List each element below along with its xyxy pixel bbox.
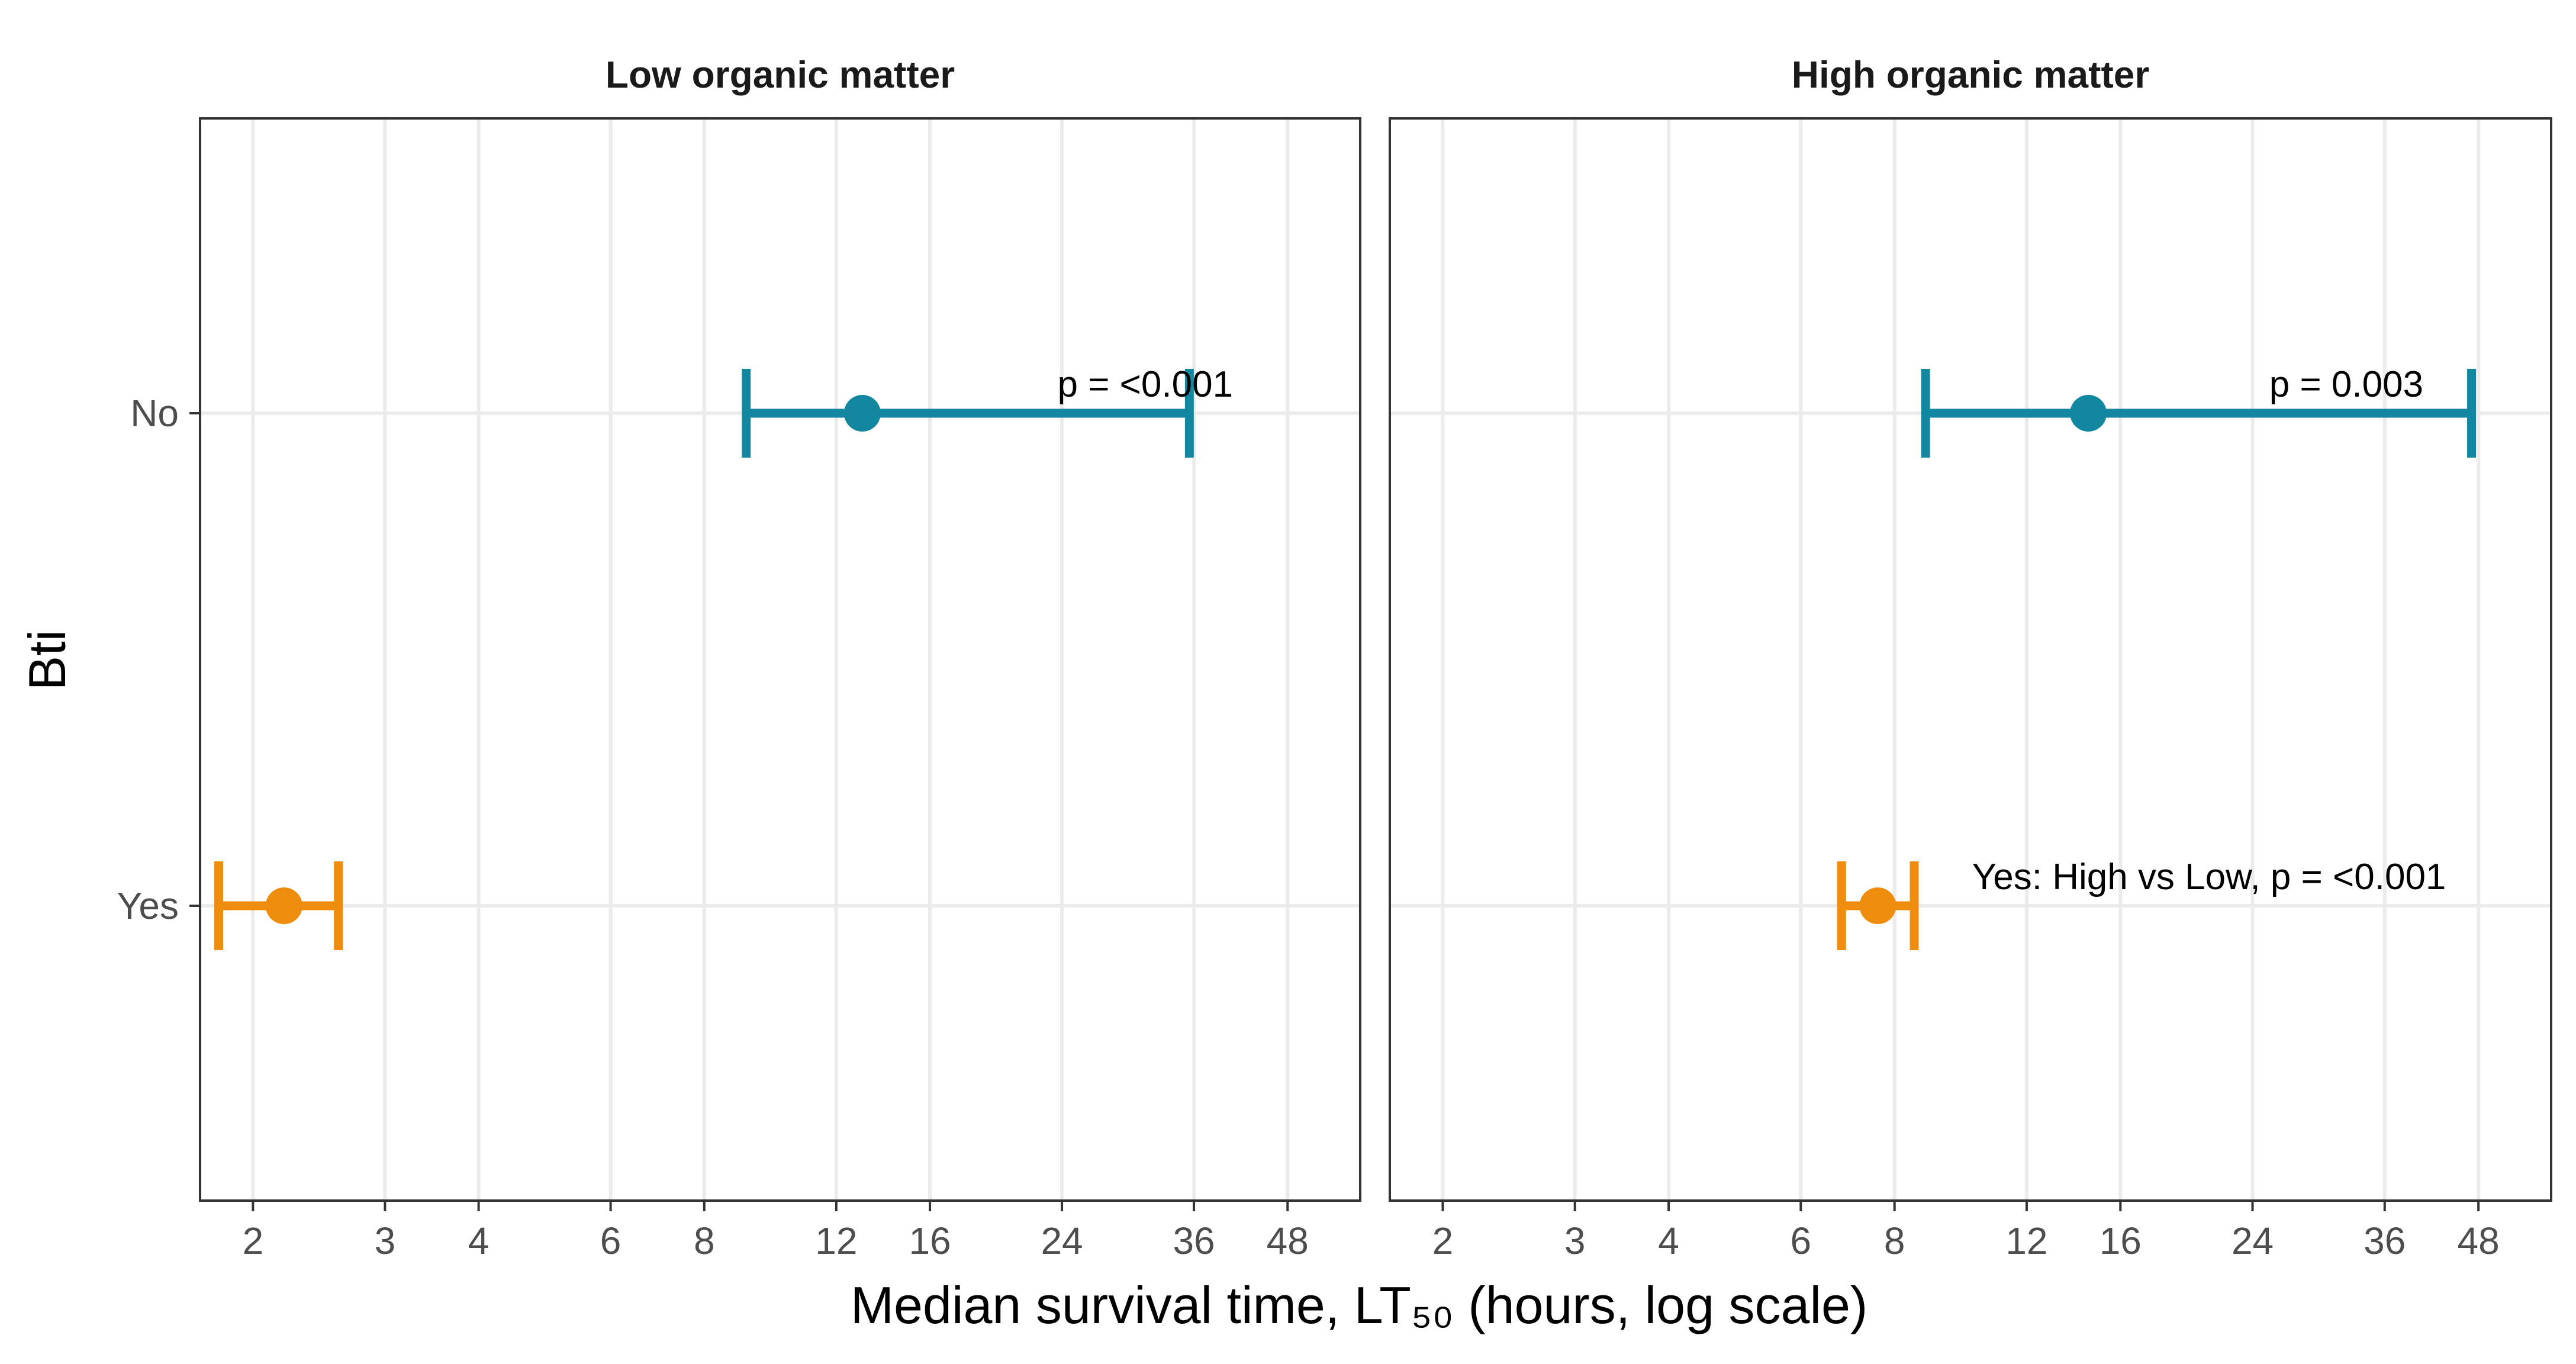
x-tick-label: 8 xyxy=(1884,1220,1905,1262)
y-axis-title: Bti xyxy=(18,630,76,691)
x-tick-label: 24 xyxy=(1041,1220,1083,1262)
x-tick-label: 12 xyxy=(2005,1220,2047,1262)
y-tick-label: Yes xyxy=(117,884,179,927)
errorbar-yes xyxy=(1837,861,1919,950)
x-tick-label: 12 xyxy=(815,1220,857,1262)
x-tick-label: 16 xyxy=(2100,1220,2142,1262)
panel-1: Low organic matter 2 3 4 6 8 12 16 24 36 48 No Yes p … xyxy=(117,53,1361,1262)
x-tick-label: 16 xyxy=(909,1220,951,1262)
y-tick-label: No xyxy=(130,392,179,435)
estimate-point xyxy=(265,887,302,924)
x-axis-title: Median survival time, LT₅₀ (hours, log s… xyxy=(851,1276,1868,1334)
x-tick-label: 36 xyxy=(2364,1220,2406,1262)
errorbar-no xyxy=(742,369,1194,458)
panel-title: High organic matter xyxy=(1792,53,2150,96)
errorbar-no xyxy=(1921,369,2477,458)
x-tick-label: 2 xyxy=(1432,1220,1454,1262)
x-tick-label: 6 xyxy=(600,1220,622,1262)
x-tick-label: 4 xyxy=(468,1220,490,1262)
x-tick-label: 3 xyxy=(375,1220,396,1262)
estimate-point xyxy=(1859,887,1896,924)
estimate-point xyxy=(2070,395,2107,432)
x-tick-label: 48 xyxy=(2458,1220,2500,1262)
annotation-label: Yes: High vs Low, p = <0.001 xyxy=(1972,857,2446,897)
annotation-label: p = <0.001 xyxy=(1058,364,1234,405)
panel-border xyxy=(199,117,1361,1202)
panel-title: Low organic matter xyxy=(606,53,955,96)
x-tick-label: 36 xyxy=(1173,1220,1215,1262)
annotation-label: p = 0.003 xyxy=(2269,364,2423,405)
panel-border xyxy=(1389,117,2552,1202)
x-tick-label: 6 xyxy=(1791,1220,1812,1262)
x-tick-label: 48 xyxy=(1267,1220,1309,1262)
estimate-point xyxy=(843,395,881,432)
x-tick-label: 4 xyxy=(1658,1220,1679,1262)
errorbar-yes xyxy=(214,861,343,950)
x-tick-label: 24 xyxy=(2232,1220,2274,1262)
panel-2: High organic matter 2 3 4 6 8 12 16 24 36 48 p = 0.… xyxy=(1389,53,2552,1262)
x-tick-label: 3 xyxy=(1564,1220,1586,1262)
x-tick-label: 2 xyxy=(243,1220,264,1262)
x-tick-label: 8 xyxy=(694,1220,715,1262)
